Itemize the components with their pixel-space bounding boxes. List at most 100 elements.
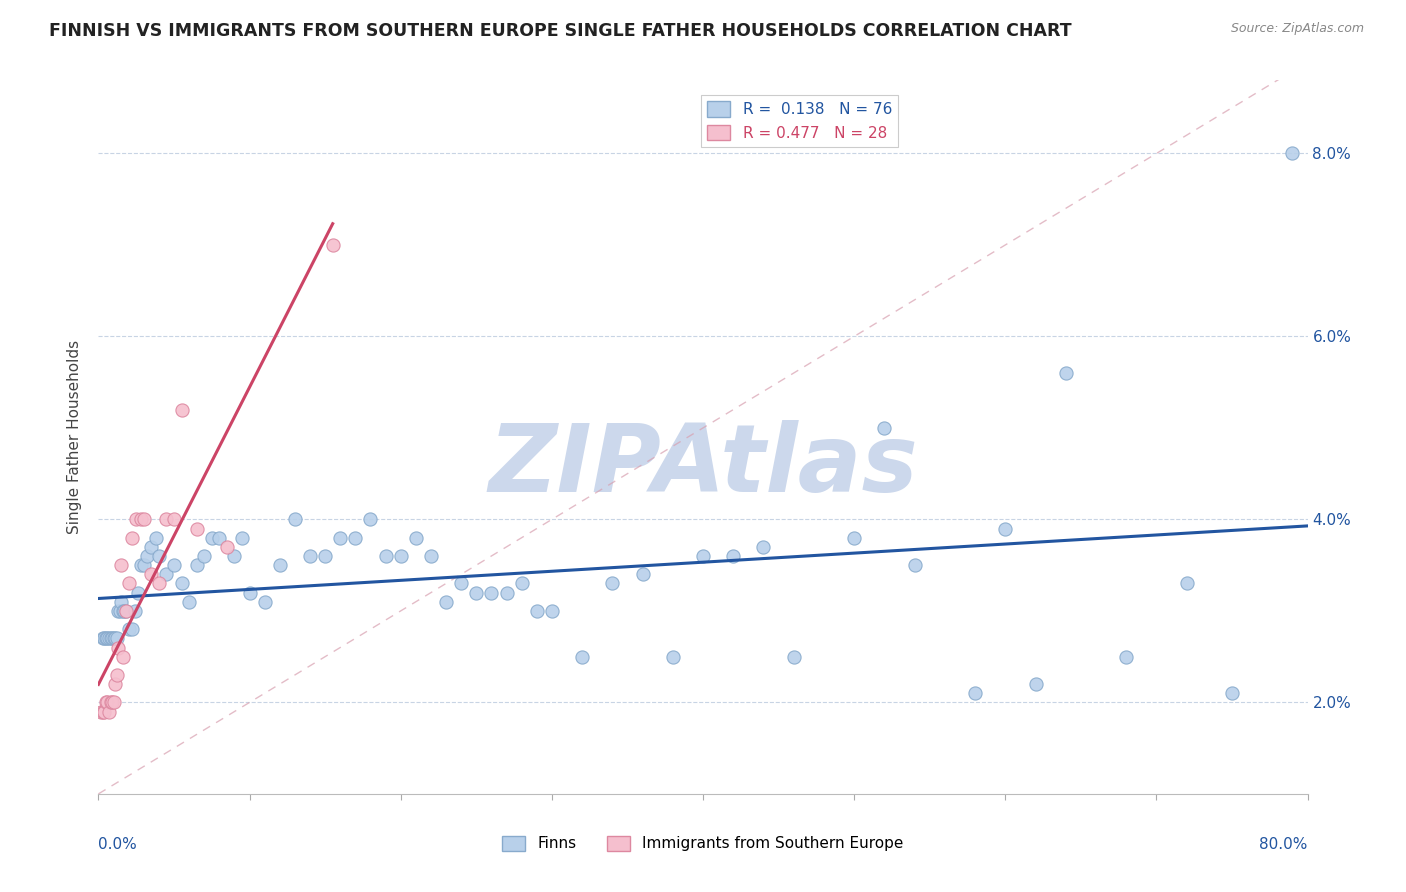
Point xyxy=(224,549,246,563)
Point xyxy=(994,522,1017,536)
Point xyxy=(208,531,231,545)
Point xyxy=(1220,686,1243,700)
Text: 80.0%: 80.0% xyxy=(1260,837,1308,852)
Point xyxy=(201,531,224,545)
Text: FINNISH VS IMMIGRANTS FROM SOUTHERN EUROPE SINGLE FATHER HOUSEHOLDS CORRELATION : FINNISH VS IMMIGRANTS FROM SOUTHERN EURO… xyxy=(49,22,1071,40)
Point xyxy=(104,632,127,646)
Point xyxy=(155,567,177,582)
Point xyxy=(129,558,152,573)
Point xyxy=(186,522,208,536)
Point xyxy=(132,558,155,573)
Point xyxy=(141,567,163,582)
Point xyxy=(163,512,186,526)
Point xyxy=(215,540,238,554)
Point xyxy=(322,238,344,252)
Text: 0.0%: 0.0% xyxy=(98,837,138,852)
Point xyxy=(110,595,132,609)
Point xyxy=(186,558,208,573)
Point xyxy=(571,649,593,664)
Point xyxy=(121,622,143,636)
Point xyxy=(101,632,124,646)
Point xyxy=(170,402,193,417)
Point xyxy=(108,604,131,618)
Point xyxy=(114,604,136,618)
Point xyxy=(389,549,412,563)
Point xyxy=(253,595,276,609)
Point xyxy=(692,549,714,563)
Point xyxy=(107,604,129,618)
Point xyxy=(269,558,291,573)
Point xyxy=(465,585,488,599)
Point xyxy=(170,576,193,591)
Point xyxy=(141,540,163,554)
Point xyxy=(132,512,155,526)
Point xyxy=(110,558,132,573)
Point xyxy=(107,640,129,655)
Point xyxy=(231,531,253,545)
Point xyxy=(965,686,987,700)
Point xyxy=(1281,146,1303,161)
Point xyxy=(112,604,135,618)
Point xyxy=(631,567,654,582)
Point xyxy=(661,649,683,664)
Text: ZIPAtlas: ZIPAtlas xyxy=(488,419,918,512)
Point xyxy=(94,695,117,709)
Point xyxy=(93,632,115,646)
Point xyxy=(904,558,927,573)
Point xyxy=(434,595,457,609)
Point xyxy=(129,512,152,526)
Point xyxy=(91,705,114,719)
Point xyxy=(145,531,167,545)
Point xyxy=(148,549,170,563)
Point xyxy=(118,622,141,636)
Point xyxy=(105,632,128,646)
Legend: Finns, Immigrants from Southern Europe: Finns, Immigrants from Southern Europe xyxy=(496,830,910,857)
Point xyxy=(844,531,866,545)
Point xyxy=(495,585,517,599)
Y-axis label: Single Father Households: Single Father Households xyxy=(67,340,83,534)
Point xyxy=(163,558,186,573)
Point xyxy=(127,585,149,599)
Point xyxy=(98,705,121,719)
Point xyxy=(155,512,177,526)
Point xyxy=(420,549,443,563)
Point xyxy=(111,649,134,664)
Point xyxy=(344,531,367,545)
Point xyxy=(135,549,157,563)
Point xyxy=(96,695,118,709)
Point xyxy=(752,540,775,554)
Point xyxy=(299,549,322,563)
Point xyxy=(360,512,382,526)
Point xyxy=(91,632,114,646)
Point xyxy=(125,512,148,526)
Point xyxy=(1024,677,1046,691)
Point xyxy=(1054,366,1077,380)
Point xyxy=(121,531,143,545)
Point xyxy=(100,632,122,646)
Point xyxy=(239,585,262,599)
Point xyxy=(124,604,146,618)
Point xyxy=(148,576,170,591)
Point xyxy=(101,695,124,709)
Point xyxy=(103,695,125,709)
Point xyxy=(1115,649,1137,664)
Point xyxy=(193,549,215,563)
Point xyxy=(510,576,533,591)
Point xyxy=(526,604,548,618)
Point xyxy=(481,585,503,599)
Point xyxy=(284,512,307,526)
Point xyxy=(1175,576,1198,591)
Point xyxy=(179,595,201,609)
Point xyxy=(783,649,806,664)
Point xyxy=(329,531,352,545)
Point xyxy=(90,705,112,719)
Point xyxy=(94,632,117,646)
Point xyxy=(105,668,128,682)
Point xyxy=(450,576,472,591)
Point xyxy=(100,695,122,709)
Point xyxy=(873,421,896,435)
Point xyxy=(118,576,141,591)
Point xyxy=(723,549,745,563)
Point xyxy=(93,705,115,719)
Point xyxy=(111,604,134,618)
